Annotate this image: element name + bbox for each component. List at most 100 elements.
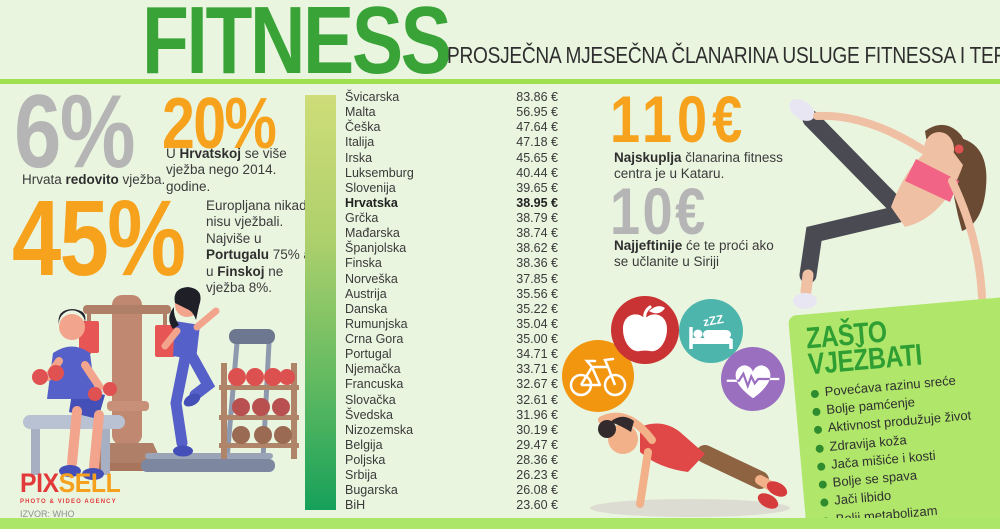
man-lifting-weights	[23, 309, 125, 480]
country-price: 38.95 €	[516, 195, 558, 210]
sleep-bed-glyph: zZZ	[689, 312, 733, 349]
country-price: 47.18 €	[516, 135, 558, 150]
country-price: 38.79 €	[516, 211, 558, 225]
page-title: FITNESS	[142, 0, 452, 94]
apple-glyph	[623, 305, 667, 352]
country-price: 34.71 €	[516, 347, 558, 362]
stat-never-exercise-value: 45%	[12, 177, 186, 298]
country-price: 32.61 €	[516, 392, 558, 407]
bullet-icon	[816, 462, 826, 471]
benefit-label: Jači libido	[833, 488, 892, 509]
apple-icon	[611, 296, 679, 364]
benefits-panel: ZAŠTO VJEŽBATI Povećava razinu sreće Bolj…	[788, 294, 1000, 529]
stat-cheapest-caption: Najjeftinije će te proći ako se učlanite…	[614, 238, 776, 271]
heart-pulse-glyph	[726, 365, 780, 399]
country-price: 35.00 €	[516, 332, 558, 346]
country-price: 56.95 €	[516, 105, 558, 120]
data-source: IZVOR: WHO	[20, 509, 75, 519]
table-row: Belgija 29.47 €	[345, 439, 558, 452]
footer-bar	[0, 518, 1000, 529]
country-name: Luksemburg	[345, 165, 414, 180]
table-row: Mađarska 38.74 €	[345, 227, 558, 240]
table-row: Španjolska 38.62 €	[345, 242, 558, 255]
benefit-label: Bolje se spava	[832, 467, 918, 490]
country-price: 35.22 €	[516, 301, 558, 316]
bicycle-glyph	[569, 357, 627, 397]
country-name: Švicarska	[345, 90, 400, 104]
country-price: 83.86 €	[516, 90, 558, 104]
bullet-icon	[810, 389, 820, 399]
country-name: Nizozemska	[345, 422, 414, 437]
logo-sell: SELL	[58, 468, 121, 498]
bullet-icon	[812, 407, 821, 417]
country-price: 35.04 €	[516, 316, 558, 331]
table-row: Malta 56.95 €	[345, 106, 558, 119]
caption-text: članarina fitness centra je u Kataru.	[614, 150, 783, 182]
table-row: Norveška 37.85 €	[345, 271, 558, 286]
table-row: Luksemburg 40.44 €	[345, 167, 558, 180]
country-name: Češka	[345, 120, 381, 135]
country-name: Poljska	[345, 453, 386, 467]
bullet-icon	[820, 498, 829, 508]
price-gradient-bar	[305, 95, 336, 510]
dumbbell-rack	[219, 363, 299, 459]
stat-cheapest-value: 10€	[610, 174, 708, 248]
bullet-icon	[813, 425, 823, 435]
table-row: Slovenija 39.65 €	[345, 182, 558, 195]
table-row: Francuska 32.67 €	[345, 378, 558, 391]
table-row: Bugarska 26.08 €	[345, 484, 558, 497]
gym-illustration	[23, 287, 299, 480]
caption-bold: Finskoj	[217, 263, 265, 279]
country-price: 31.96 €	[516, 407, 558, 422]
country-price: 38.74 €	[516, 226, 558, 241]
country-price: 38.62 €	[516, 241, 558, 256]
price-list: Švicarska 83.86 € Malta 56.95 € Češka 47.64 €…	[345, 91, 558, 512]
country-price: 30.19 €	[516, 422, 558, 437]
country-name: Njemačka	[345, 362, 401, 377]
country-name: Danska	[345, 301, 388, 316]
country-name: Slovenija	[345, 180, 396, 195]
caption-text: 75% a u	[206, 247, 312, 279]
header-divider	[0, 79, 1000, 84]
country-name: Hrvatska	[345, 195, 398, 210]
caption-bold: Najjeftinije	[614, 238, 683, 253]
caption-bold: Najskuplja	[614, 150, 682, 165]
bullet-icon	[815, 444, 824, 453]
stat-regular-exercise-value: 6%	[14, 74, 136, 190]
table-row: BiH 23.60 €	[345, 499, 558, 512]
woman-on-treadmill	[161, 287, 220, 457]
country-price: 39.65 €	[516, 180, 558, 195]
stat-regular-exercise-caption: Hrvata redovito vježba.	[22, 172, 172, 188]
table-row: Nizozemska 30.19 €	[345, 424, 558, 437]
country-price: 26.23 €	[516, 468, 558, 483]
country-price: 33.71 €	[516, 362, 558, 377]
caption-text: Europljana nikad nisu vježbali. Najviše …	[206, 198, 307, 246]
woman-side-plank	[590, 412, 790, 517]
country-price: 28.36 €	[516, 453, 558, 467]
table-row: Portugal 34.71 €	[345, 348, 558, 361]
caption-text: U	[166, 146, 180, 161]
country-name: Slovačka	[345, 392, 396, 407]
table-row: Irska 45.65 €	[345, 150, 558, 165]
table-row: Rumunjska 35.04 €	[345, 318, 558, 331]
country-price: 32.67 €	[516, 377, 558, 392]
country-price: 38.36 €	[516, 256, 558, 271]
page-subtitle: PROSJEČNA MJESEČNA ČLANARINA USLUGE FITN…	[447, 42, 1000, 68]
country-price: 26.08 €	[516, 483, 558, 498]
country-name: Španjolska	[345, 241, 407, 256]
logo-tagline: PHOTO & VIDEO AGENCY	[20, 499, 117, 505]
table-row: Češka 47.64 €	[345, 121, 558, 134]
country-name: Srbija	[345, 468, 377, 483]
caption-bold: Hrvatskoj	[179, 146, 242, 161]
table-row: Švedska 31.96 €	[345, 409, 558, 422]
table-row: Grčka 38.79 €	[345, 212, 558, 225]
caption-text: će te proći ako se učlanite u Siriji	[614, 238, 774, 270]
country-price: 40.44 €	[516, 165, 558, 180]
logo-wordmark: PIXSELL	[20, 468, 121, 498]
bullet-icon	[818, 480, 828, 490]
logo-pix: PIX	[20, 468, 59, 498]
country-name: Irska	[345, 150, 373, 165]
country-name: Finska	[345, 256, 382, 271]
country-price: 29.47 €	[516, 437, 558, 452]
country-name: Norveška	[345, 271, 398, 286]
